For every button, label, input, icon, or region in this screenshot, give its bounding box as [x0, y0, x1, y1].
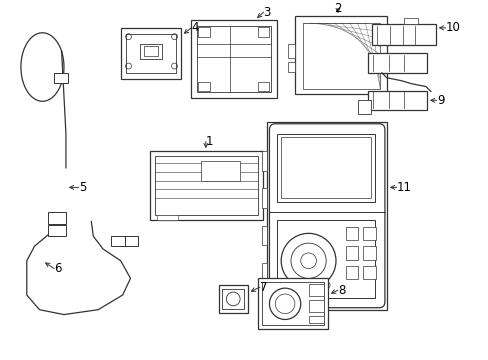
Bar	[125, 34, 176, 73]
Bar	[281, 138, 370, 198]
Bar	[157, 215, 178, 220]
Bar	[218, 285, 247, 312]
Bar	[111, 236, 124, 246]
Bar	[302, 23, 379, 89]
Bar	[277, 134, 374, 202]
Text: 7: 7	[259, 281, 266, 294]
Bar	[261, 151, 267, 171]
Bar	[140, 44, 162, 59]
Bar	[345, 226, 358, 240]
Bar	[261, 263, 267, 282]
Bar	[367, 53, 426, 73]
Bar	[198, 27, 209, 37]
Bar	[357, 100, 370, 114]
Bar	[371, 24, 435, 45]
Bar	[308, 316, 324, 323]
Bar	[257, 278, 327, 329]
Bar	[363, 246, 375, 260]
Bar	[155, 156, 257, 215]
Bar	[345, 266, 358, 279]
Bar	[367, 90, 426, 110]
Bar	[404, 18, 417, 24]
Bar	[261, 188, 267, 208]
Bar	[121, 28, 181, 79]
Polygon shape	[294, 16, 386, 94]
Bar	[277, 220, 374, 298]
Bar	[261, 225, 267, 245]
Bar	[48, 225, 66, 236]
Bar	[222, 289, 244, 309]
Text: 3: 3	[263, 6, 270, 19]
Bar	[257, 82, 269, 91]
Bar	[345, 246, 358, 260]
Bar	[198, 82, 209, 91]
Text: 4: 4	[191, 21, 198, 34]
Bar	[197, 26, 271, 93]
Text: 8: 8	[337, 284, 345, 297]
Bar	[144, 46, 158, 56]
Text: 2: 2	[333, 2, 341, 15]
Bar	[124, 236, 138, 246]
Bar	[287, 62, 294, 72]
Bar	[48, 212, 66, 224]
Bar	[261, 282, 324, 325]
Bar	[308, 284, 324, 296]
Bar	[277, 302, 296, 310]
Bar	[54, 73, 68, 83]
Text: 6: 6	[54, 262, 61, 275]
Bar	[201, 161, 240, 180]
Bar	[257, 27, 269, 37]
Bar	[191, 20, 277, 98]
Bar	[308, 300, 324, 312]
Bar	[150, 151, 262, 220]
Text: 9: 9	[436, 94, 444, 107]
Text: 10: 10	[445, 21, 460, 34]
Text: 5: 5	[79, 181, 86, 194]
Bar	[363, 266, 375, 279]
FancyBboxPatch shape	[269, 124, 384, 308]
Bar	[363, 226, 375, 240]
Polygon shape	[267, 122, 386, 310]
Text: 11: 11	[396, 181, 411, 194]
Bar	[287, 44, 294, 58]
Text: 1: 1	[205, 135, 213, 148]
